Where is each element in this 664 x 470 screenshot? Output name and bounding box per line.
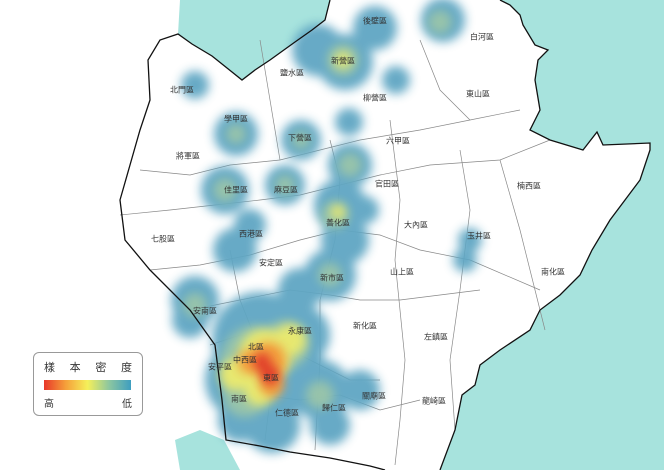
district-label: 永康區	[288, 326, 312, 336]
district-label: 西港區	[239, 229, 263, 239]
district-label: 南區	[231, 394, 247, 404]
district-label: 仁德區	[275, 408, 299, 418]
heat-blob	[382, 66, 410, 94]
heat-blob	[310, 405, 350, 445]
district-label: 楠西區	[517, 181, 541, 191]
heat-blob	[253, 353, 271, 371]
legend-low-label: 低	[122, 399, 132, 410]
sea-east	[440, 0, 664, 470]
district-label: 官田區	[375, 179, 399, 189]
heat-blob	[453, 248, 477, 272]
district-label: 麻豆區	[274, 185, 298, 195]
county-border	[439, 0, 651, 470]
district-label: 左鎮區	[424, 332, 448, 342]
district-label: 安南區	[193, 306, 217, 316]
sea-southwest	[175, 430, 240, 470]
district-label: 佳里區	[224, 185, 248, 195]
district-label: 中西區	[233, 355, 257, 365]
district-label: 學甲區	[224, 114, 248, 124]
heat-blob	[351, 196, 379, 224]
heat-blob	[213, 178, 237, 202]
heat-blob	[335, 52, 351, 68]
district-label: 大內區	[404, 220, 428, 230]
heat-blob	[331, 205, 345, 219]
legend-title: 樣 本 密 度	[44, 359, 132, 375]
heat-blob	[306, 381, 334, 409]
density-legend: 樣 本 密 度 高 低	[33, 352, 143, 416]
legend-gradient-bar	[44, 380, 131, 390]
legend-title-char: 樣	[44, 361, 55, 374]
sea-northwest	[178, 0, 330, 80]
district-label: 歸仁區	[322, 403, 346, 413]
heat-blob	[353, 6, 397, 50]
legend-title-char: 本	[69, 361, 81, 374]
heat-blob	[338, 153, 362, 177]
heat-blob	[274, 324, 306, 356]
district-label: 七股區	[151, 234, 175, 244]
heat-blob	[340, 370, 380, 410]
district-label: 善化區	[326, 218, 350, 228]
district-label: 安定區	[259, 258, 283, 268]
district-label: 關廟區	[362, 391, 386, 401]
district-label: 後壁區	[363, 16, 387, 26]
district-label: 玉井區	[467, 231, 491, 241]
district-label: 下營區	[288, 133, 312, 143]
legend-high-label: 高	[44, 399, 54, 410]
district-label: 鹽水區	[280, 68, 304, 78]
district-label: 安平區	[208, 362, 232, 372]
district-label: 北門區	[170, 85, 194, 95]
heatmap-layer	[171, 0, 482, 453]
district-label: 山上區	[390, 267, 414, 277]
heat-blob	[275, 175, 295, 195]
district-label: 新化區	[353, 321, 377, 331]
district-label: 將軍區	[176, 151, 200, 161]
district-label: 柳營區	[363, 93, 387, 103]
heat-blob	[318, 263, 342, 287]
heat-blob	[226, 124, 246, 144]
heat-blob	[278, 268, 322, 312]
heat-blob	[458, 228, 482, 252]
district-label: 南化區	[541, 267, 565, 277]
district-label: 龍崎區	[422, 396, 446, 406]
legend-title-char: 度	[120, 361, 132, 374]
legend-title-char: 密	[95, 361, 107, 374]
heat-blob	[181, 71, 209, 99]
heat-blob	[292, 131, 310, 149]
coastline	[119, 0, 386, 470]
heat-blob	[234, 209, 266, 241]
district-label: 白河區	[470, 32, 494, 42]
district-label: 新營區	[331, 56, 355, 66]
district-label: 東山區	[466, 89, 490, 99]
district-label: 東區	[263, 373, 279, 383]
district-label: 新市區	[320, 273, 344, 283]
district-label: 六甲區	[386, 136, 410, 146]
district-label: 北區	[248, 342, 264, 352]
heat-band	[253, 353, 280, 385]
heat-blob	[335, 108, 363, 136]
heat-blob	[428, 10, 452, 34]
heat-blob	[183, 293, 207, 317]
